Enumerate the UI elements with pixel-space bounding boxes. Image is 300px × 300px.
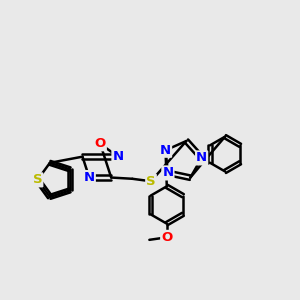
Text: N: N — [112, 150, 124, 163]
Text: O: O — [161, 231, 172, 244]
Text: N: N — [84, 171, 95, 184]
Text: N: N — [162, 167, 173, 179]
Text: N: N — [196, 152, 207, 164]
Text: S: S — [33, 173, 42, 186]
Text: S: S — [146, 175, 156, 188]
Text: O: O — [94, 137, 106, 150]
Text: N: N — [160, 144, 171, 157]
